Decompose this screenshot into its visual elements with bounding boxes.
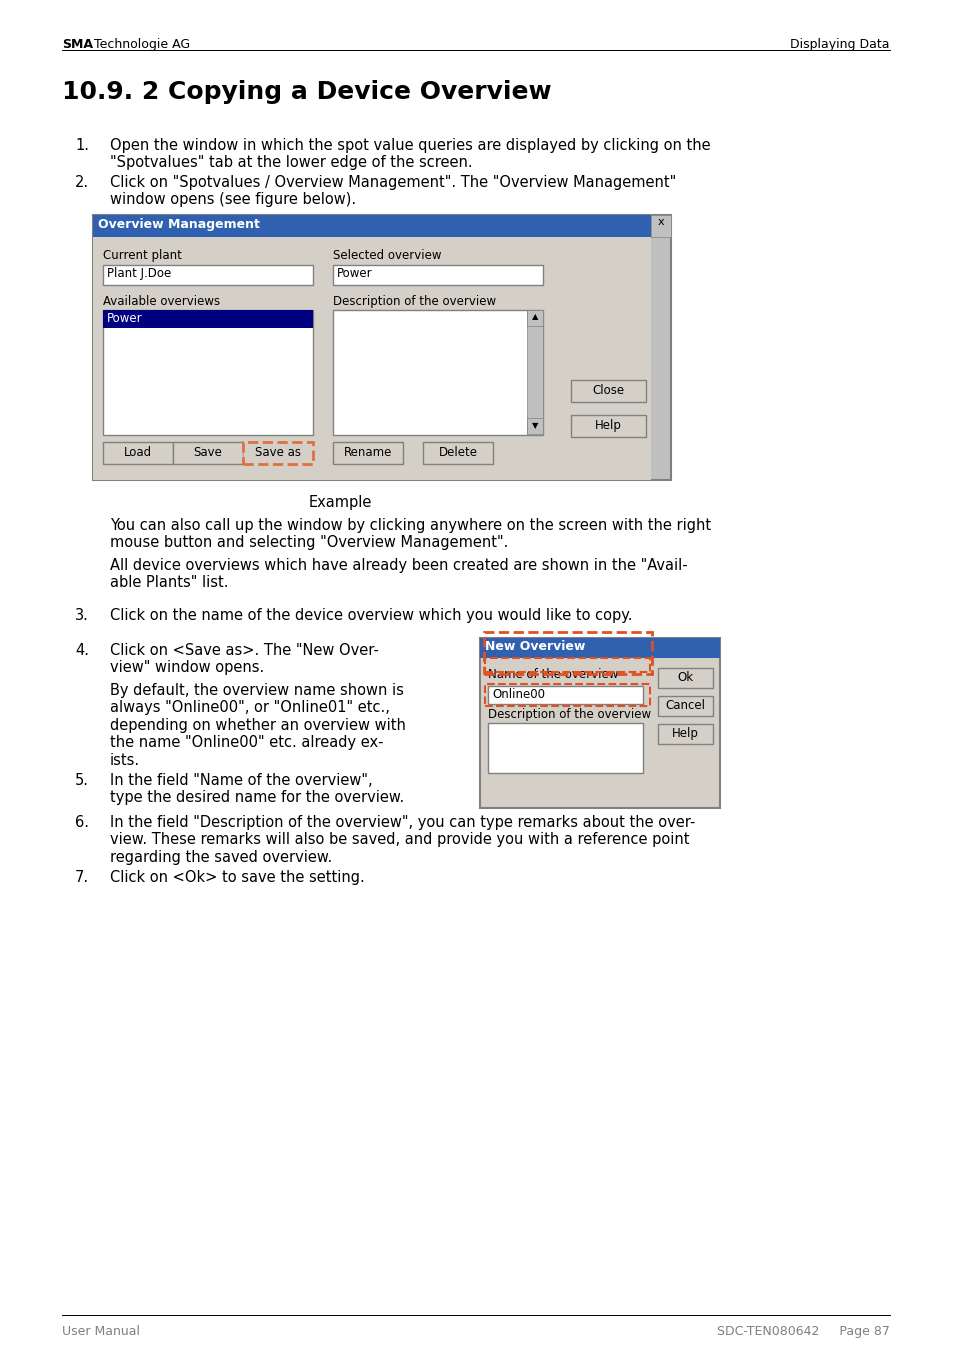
Bar [484, 658, 649, 672]
Text: 5.: 5. [75, 773, 89, 788]
Bar [103, 442, 172, 464]
Text: Click on <Save as>. The "New Over-
view" window opens.: Click on <Save as>. The "New Over- view"… [110, 644, 378, 676]
Text: Save as: Save as [254, 446, 301, 458]
Text: 2.: 2. [75, 174, 89, 191]
Bar [333, 265, 542, 285]
Bar [479, 638, 720, 808]
Bar [92, 237, 650, 480]
Text: Click on "Spotvalues / Overview Management". The "Overview Management"
window op: Click on "Spotvalues / Overview Manageme… [110, 174, 676, 207]
Text: Selected overview: Selected overview [333, 249, 441, 262]
Text: Description of the overview: Description of the overview [488, 708, 651, 721]
Bar [483, 631, 651, 675]
Bar [658, 725, 712, 744]
Bar [488, 685, 642, 704]
Text: Save: Save [193, 446, 222, 458]
Text: By default, the overview name shown is
always "Online00", or "Online01" etc.,
de: By default, the overview name shown is a… [110, 683, 405, 768]
Bar [103, 265, 313, 285]
Bar [571, 415, 645, 437]
Text: SMA: SMA [62, 38, 92, 51]
Bar [526, 418, 542, 434]
Bar [103, 310, 313, 435]
Text: Example: Example [308, 495, 372, 510]
Text: Description of the overview: Description of the overview [333, 295, 496, 308]
Bar [243, 442, 313, 464]
Bar [172, 442, 243, 464]
Text: Name of the overview: Name of the overview [488, 668, 618, 681]
Bar [658, 696, 712, 717]
Text: Power: Power [107, 312, 143, 324]
Text: User Manual: User Manual [62, 1325, 140, 1338]
Bar [484, 684, 649, 706]
Text: You can also call up the window by clicking anywhere on the screen with the righ: You can also call up the window by click… [110, 518, 710, 550]
Bar [526, 310, 542, 326]
Text: x: x [657, 218, 663, 227]
Text: Technologie AG: Technologie AG [90, 38, 190, 51]
Bar [488, 723, 642, 773]
Text: 4.: 4. [75, 644, 89, 658]
Text: All device overviews which have already been created are shown in the "Avail-
ab: All device overviews which have already … [110, 558, 687, 591]
Text: Help: Help [671, 727, 698, 740]
Text: ▼: ▼ [531, 420, 537, 430]
Text: 10.9. 2 Copying a Device Overview: 10.9. 2 Copying a Device Overview [62, 80, 551, 104]
Text: Click on the name of the device overview which you would like to copy.: Click on the name of the device overview… [110, 608, 632, 623]
Bar [92, 215, 650, 237]
Bar [333, 442, 402, 464]
Text: ▲: ▲ [531, 312, 537, 320]
Text: Power: Power [336, 266, 373, 280]
Text: Delete: Delete [438, 446, 477, 458]
Bar [92, 215, 670, 480]
Bar [526, 310, 542, 435]
Text: 3.: 3. [75, 608, 89, 623]
Bar [333, 310, 542, 435]
Text: Help: Help [594, 419, 620, 433]
Text: Current plant: Current plant [103, 249, 182, 262]
Text: Cancel: Cancel [664, 699, 704, 713]
Text: Online00: Online00 [492, 688, 544, 700]
Text: Overview Management: Overview Management [98, 218, 259, 231]
Bar [658, 668, 712, 688]
Bar [422, 442, 493, 464]
Bar [650, 215, 670, 237]
Text: Close: Close [591, 384, 623, 397]
Bar [571, 380, 645, 402]
Text: Click on <Ok> to save the setting.: Click on <Ok> to save the setting. [110, 869, 364, 886]
Text: In the field "Name of the overview",
type the desired name for the overview.: In the field "Name of the overview", typ… [110, 773, 404, 806]
Text: 6.: 6. [75, 815, 89, 830]
Text: SDC-TEN080642     Page 87: SDC-TEN080642 Page 87 [717, 1325, 889, 1338]
Text: 1.: 1. [75, 138, 89, 153]
Text: Ok: Ok [677, 671, 692, 684]
Text: Plant J.Doe: Plant J.Doe [107, 266, 172, 280]
Bar [103, 310, 313, 329]
Text: In the field "Description of the overview", you can type remarks about the over-: In the field "Description of the overvie… [110, 815, 695, 865]
Text: Displaying Data: Displaying Data [790, 38, 889, 51]
Text: Open the window in which the spot value queries are displayed by clicking on the: Open the window in which the spot value … [110, 138, 710, 170]
Bar [479, 638, 720, 658]
Text: Load: Load [124, 446, 152, 458]
Text: New Overview: New Overview [484, 639, 585, 653]
Text: 7.: 7. [75, 869, 89, 886]
Text: Available overviews: Available overviews [103, 295, 220, 308]
Text: Rename: Rename [343, 446, 392, 458]
